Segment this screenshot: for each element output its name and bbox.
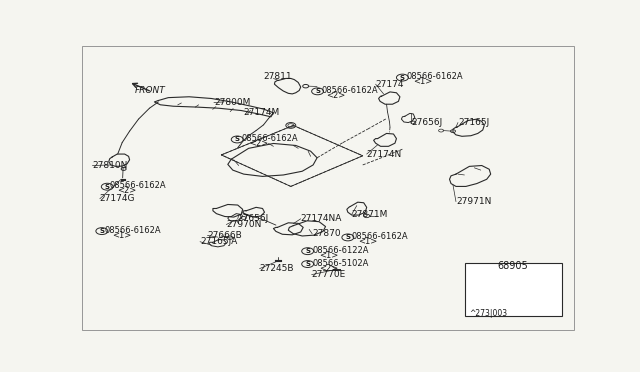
Text: <1>: <1> bbox=[112, 231, 131, 240]
Text: 27656J: 27656J bbox=[237, 214, 269, 223]
Text: 27165J: 27165J bbox=[458, 118, 489, 127]
Text: FRONT: FRONT bbox=[134, 86, 165, 95]
Text: <2>: <2> bbox=[326, 91, 346, 100]
Text: 08566-6162A: 08566-6162A bbox=[241, 134, 298, 143]
Text: 27810N: 27810N bbox=[92, 161, 128, 170]
Text: 08566-6162A: 08566-6162A bbox=[406, 72, 463, 81]
Text: 27770E: 27770E bbox=[312, 270, 346, 279]
Text: S: S bbox=[400, 74, 405, 81]
Text: 08566-6162A: 08566-6162A bbox=[321, 86, 378, 95]
Text: <2>: <2> bbox=[116, 186, 136, 195]
Text: S: S bbox=[315, 88, 320, 94]
Text: 27174N: 27174N bbox=[367, 150, 402, 158]
Text: S: S bbox=[105, 184, 110, 190]
Text: 08566-6122A: 08566-6122A bbox=[312, 246, 369, 255]
Text: S: S bbox=[346, 234, 350, 240]
Text: ^273|003: ^273|003 bbox=[469, 309, 508, 318]
Text: 08566-6162A: 08566-6162A bbox=[352, 232, 408, 241]
Text: 27871M: 27871M bbox=[352, 210, 388, 219]
Text: 08566-6162A: 08566-6162A bbox=[105, 226, 161, 235]
Text: 27165JA: 27165JA bbox=[200, 237, 237, 246]
Text: S: S bbox=[305, 248, 310, 254]
Text: 27971N: 27971N bbox=[456, 197, 492, 206]
FancyBboxPatch shape bbox=[465, 263, 562, 316]
Text: 27970N: 27970N bbox=[227, 220, 262, 229]
Text: <2>: <2> bbox=[319, 264, 339, 273]
Text: 27666B: 27666B bbox=[207, 231, 242, 240]
Text: 27174M: 27174M bbox=[244, 108, 280, 117]
Text: 08566-6162A: 08566-6162A bbox=[110, 182, 166, 190]
Text: 27870: 27870 bbox=[312, 229, 340, 238]
Text: 27174: 27174 bbox=[376, 80, 404, 89]
Text: 27800M: 27800M bbox=[214, 98, 250, 107]
Text: 27811: 27811 bbox=[264, 72, 292, 81]
Text: 68905: 68905 bbox=[497, 261, 528, 271]
Text: 27656J: 27656J bbox=[412, 118, 443, 127]
Text: S: S bbox=[99, 228, 104, 234]
Text: 08566-5102A: 08566-5102A bbox=[312, 259, 369, 268]
Text: 27245B: 27245B bbox=[260, 264, 294, 273]
Text: <1>: <1> bbox=[358, 237, 377, 246]
Text: <2>: <2> bbox=[249, 139, 268, 148]
Text: 27174G: 27174G bbox=[100, 194, 135, 203]
Text: S: S bbox=[235, 137, 240, 142]
Text: <1>: <1> bbox=[319, 251, 339, 260]
Text: 27174NA: 27174NA bbox=[301, 214, 342, 223]
Text: S: S bbox=[305, 261, 310, 267]
Text: <1>: <1> bbox=[413, 77, 433, 86]
